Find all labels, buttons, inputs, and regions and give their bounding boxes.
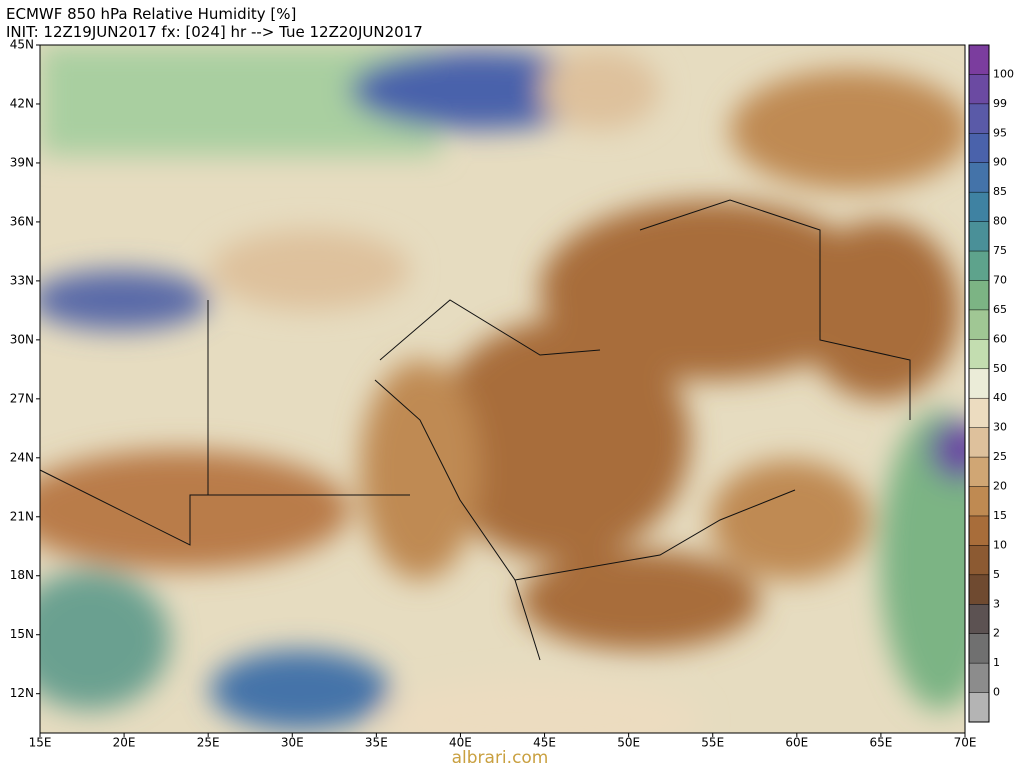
colorbar-swatch (969, 74, 989, 105)
title: ECMWF 850 hPa Relative Humidity [%] (6, 5, 296, 23)
colorbar-label: 40 (993, 391, 1007, 404)
colorbar-swatch (969, 45, 989, 75)
lon-label: 30E (281, 736, 304, 750)
colorbar-swatch (969, 457, 989, 488)
lat-label: 30N (10, 332, 34, 346)
colorbar-swatch (969, 251, 989, 281)
colorbar-label: 15 (993, 509, 1007, 522)
colorbar-swatch (969, 309, 989, 340)
colorbar-label: 10 (993, 538, 1007, 551)
lat-label: 36N (10, 214, 34, 228)
axes: 45N 42N 39N 36N 33N 30N 27N 24N 21N 18N 15N 12N 15E 2… (10, 38, 977, 750)
map-frame (39, 44, 966, 734)
colorbar-label: 85 (993, 185, 1007, 198)
colorbar-label: 70 (993, 273, 1007, 286)
colorbar-swatch (969, 280, 989, 311)
subtitle: INIT: 12Z19JUN2017 fx: [024] hr --> Tue … (6, 23, 423, 41)
map-field (40, 45, 965, 733)
lon-label: 25E (197, 736, 220, 750)
colorbar-label: 65 (993, 303, 1007, 316)
lat-label: 24N (10, 450, 34, 464)
colorbar-label: 25 (993, 450, 1007, 463)
lon-label: 65E (869, 736, 892, 750)
colorbar-swatch (969, 515, 989, 546)
colorbar-label: 30 (993, 421, 1007, 434)
lat-label: 21N (10, 509, 34, 523)
lat-label: 39N (10, 155, 34, 169)
colorbar-label: 99 (993, 97, 1007, 110)
lon-label: 45E (533, 736, 556, 750)
colorbar-swatch (969, 692, 989, 723)
colorbar-swatch (969, 192, 989, 223)
lat-label: 45N (10, 38, 34, 52)
colorbar-swatch (969, 663, 989, 694)
lat-label: 33N (10, 273, 34, 287)
colorbar-swatch (969, 633, 989, 664)
colorbar-label: 80 (993, 215, 1007, 228)
lon-label: 15E (29, 736, 52, 750)
colorbar-label: 1 (993, 656, 1000, 669)
colorbar-label: 3 (993, 597, 1000, 610)
colorbar-frame (968, 44, 990, 723)
lat-label: 27N (10, 391, 34, 405)
lat-label: 18N (10, 568, 34, 582)
colorbar-swatch (969, 162, 989, 193)
colorbar-label: 20 (993, 480, 1007, 493)
lon-label: 50E (617, 736, 640, 750)
colorbar-label: 90 (993, 156, 1007, 169)
colorbar-swatch (969, 427, 989, 458)
lon-label: 20E (113, 736, 136, 750)
watermark: albrari.com (452, 748, 549, 768)
colorbar-swatch (969, 398, 989, 429)
lat-label: 42N (10, 96, 34, 110)
colorbar-swatch (969, 339, 989, 370)
colorbar-label: 0 (993, 686, 1000, 699)
lon-label: 35E (365, 736, 388, 750)
colorbar-label: 60 (993, 332, 1007, 345)
lat-label: 15N (10, 627, 34, 641)
colorbar-swatch (969, 604, 989, 635)
lat-label: 12N (10, 686, 34, 700)
colorbar-label: 100 (993, 67, 1014, 80)
colorbar-swatch (969, 545, 989, 576)
colorbar-label: 75 (993, 244, 1007, 257)
lon-label: 40E (449, 736, 472, 750)
lon-label: 70E (954, 736, 977, 750)
colorbar-swatch (969, 574, 989, 605)
colorbar-swatch (969, 368, 989, 399)
colorbar-swatch (969, 133, 989, 164)
lon-label: 60E (785, 736, 808, 750)
colorbar-label: 2 (993, 627, 1000, 640)
colorbar-swatch (969, 103, 989, 134)
lon-label: 55E (701, 736, 724, 750)
borders (39, 199, 911, 661)
colorbar-label: 5 (993, 568, 1000, 581)
colorbar-swatch (969, 221, 989, 252)
colorbar-swatch (969, 486, 989, 517)
colorbar-label: 50 (993, 362, 1007, 375)
colorbar-label: 95 (993, 126, 1007, 139)
